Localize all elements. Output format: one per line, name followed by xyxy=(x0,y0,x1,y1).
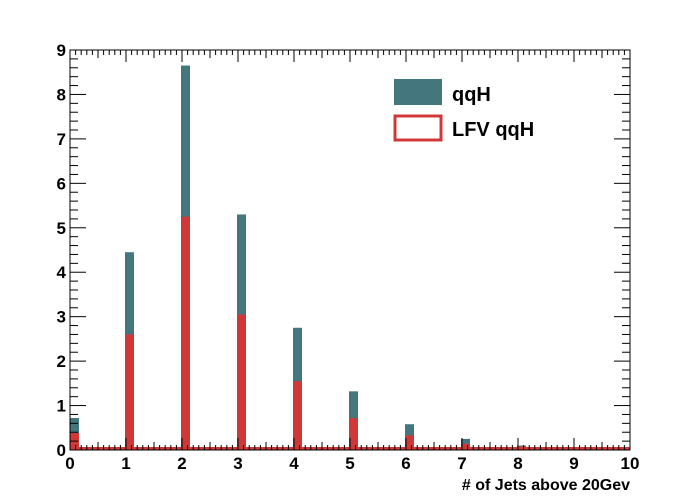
bar-lfv-qqh-2 xyxy=(181,216,190,450)
x-tick-label: 9 xyxy=(569,454,578,473)
legend-label-qqh: qqH xyxy=(452,84,491,106)
x-tick-label: 10 xyxy=(621,454,640,473)
y-tick-label: 9 xyxy=(57,41,66,60)
x-tick-label: 8 xyxy=(513,454,522,473)
x-tick-label: 1 xyxy=(121,454,130,473)
legend-label-lfv-qqh: LFV qqH xyxy=(452,119,534,141)
y-tick-label: 6 xyxy=(57,174,66,193)
bar-lfv-qqh-3 xyxy=(237,314,246,450)
y-tick-label: 1 xyxy=(57,397,66,416)
bar-lfv-qqh-1 xyxy=(125,334,134,450)
x-tick-label: 3 xyxy=(233,454,242,473)
x-tick-label: 6 xyxy=(401,454,410,473)
y-tick-label: 7 xyxy=(57,130,66,149)
x-tick-label: 7 xyxy=(457,454,466,473)
y-tick-label: 3 xyxy=(57,308,66,327)
y-axis-ticks: 0 1 2 3 4 5 6 7 8 9 xyxy=(57,41,630,460)
bar-lfv-qqh-6 xyxy=(405,435,414,450)
y-tick-label: 2 xyxy=(57,352,66,371)
y-tick-label: 4 xyxy=(57,263,67,282)
x-tick-label: 2 xyxy=(177,454,186,473)
plot-frame xyxy=(69,49,631,451)
bar-lfv-qqh-5 xyxy=(349,418,358,450)
legend-swatch-lfv-qqh xyxy=(393,114,443,142)
x-axis-ticks: 0 1 2 3 4 5 6 7 8 9 10 xyxy=(65,50,639,473)
x-axis-title: # of Jets above 20Gev xyxy=(462,477,630,494)
x-tick-label: 5 xyxy=(345,454,354,473)
x-tick-label: 0 xyxy=(65,454,74,473)
x-tick-label: 4 xyxy=(289,454,299,473)
bar-lfv-qqh-7 xyxy=(461,443,470,450)
y-tick-label: 8 xyxy=(57,85,66,104)
legend-swatch-qqh xyxy=(394,79,442,105)
y-tick-label: 0 xyxy=(57,441,66,460)
y-tick-label: 5 xyxy=(57,219,66,238)
legend: qqH LFV qqH xyxy=(393,79,534,142)
bar-lfv-qqh-4 xyxy=(293,381,302,450)
